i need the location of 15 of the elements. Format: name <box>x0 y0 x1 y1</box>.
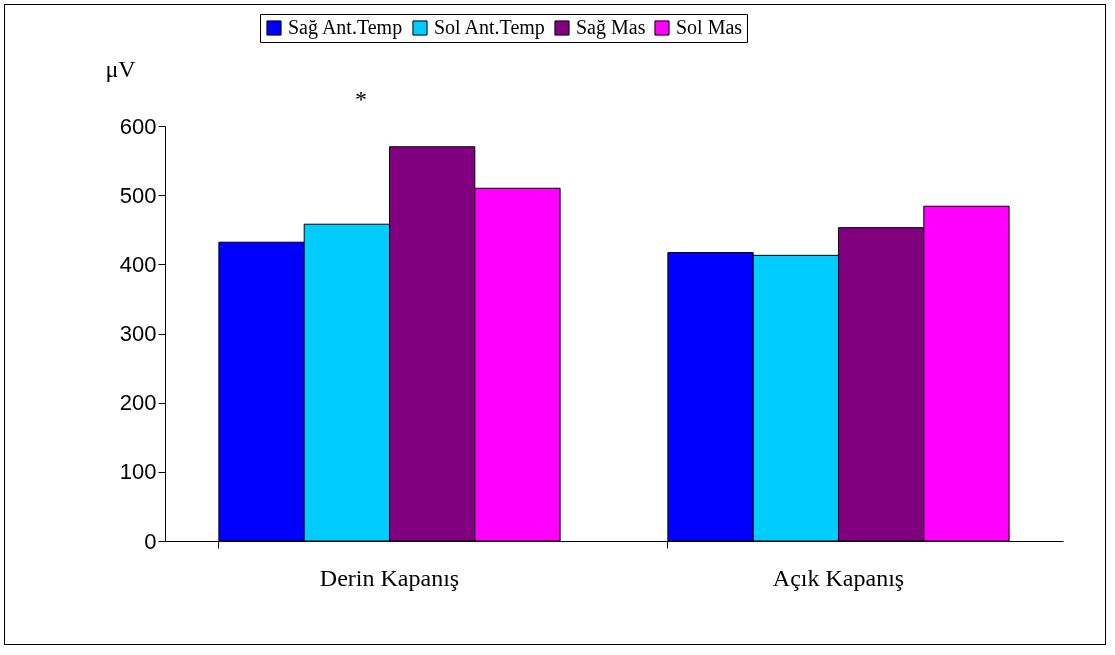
legend-label: Sol Ant.Temp <box>434 16 545 39</box>
x-tick-label: Derin Kapanış <box>319 564 460 591</box>
y-axis-title: μV <box>105 55 137 82</box>
legend-label: Sağ Ant.Temp <box>288 16 403 39</box>
y-tick-label: 0 <box>144 528 157 554</box>
y-tick-label: 200 <box>119 390 157 416</box>
y-tick-label: 500 <box>119 182 157 208</box>
y-tick-label: 100 <box>119 459 157 485</box>
legend-label: Sağ Mas <box>576 16 646 39</box>
y-tick-label: 600 <box>119 113 157 139</box>
legend-label: Sol Mas <box>676 16 743 38</box>
x-tick-label: Açık Kapanış <box>772 564 905 591</box>
y-tick-label: 300 <box>119 321 157 346</box>
text: * <box>355 86 367 112</box>
y-tick-label: 400 <box>119 251 157 277</box>
